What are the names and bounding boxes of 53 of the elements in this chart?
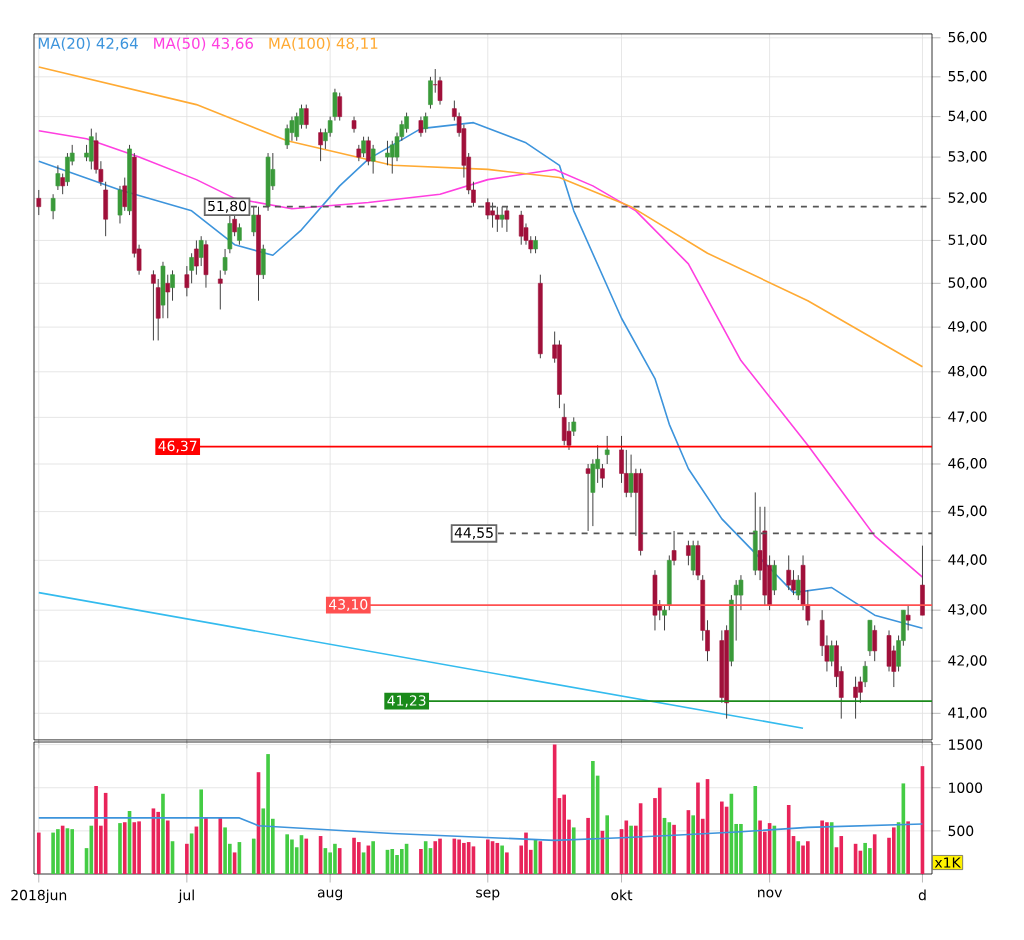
candlestick — [604, 435, 610, 465]
candlestick — [853, 676, 858, 720]
candlestick — [920, 545, 925, 616]
candlestick — [385, 140, 390, 166]
candlestick — [518, 210, 524, 246]
candlestick — [690, 540, 696, 576]
candlestick — [55, 164, 61, 191]
candlestick — [151, 269, 156, 341]
candlestick — [289, 116, 295, 142]
candlestick — [786, 554, 792, 591]
candlestick — [237, 222, 242, 246]
candlestick — [203, 239, 209, 289]
candlestick — [561, 403, 567, 446]
candlestick — [872, 624, 877, 662]
candlestick — [251, 206, 257, 237]
candlestick — [495, 206, 500, 233]
candlestick — [318, 128, 323, 162]
candlestick — [194, 239, 199, 276]
candlestick — [50, 193, 56, 220]
candlestick — [337, 92, 343, 122]
candlestick — [370, 144, 376, 175]
candlestick — [490, 202, 495, 229]
candlestick — [437, 76, 443, 106]
candlestick — [303, 104, 309, 130]
candlestick — [89, 128, 94, 170]
line-series — [37, 817, 924, 842]
candlestick — [366, 136, 371, 166]
candlestick — [829, 640, 834, 667]
candlestick — [652, 569, 658, 631]
candlestick — [117, 185, 123, 224]
candlestick — [585, 463, 591, 532]
candlestick — [504, 206, 510, 233]
candlestick — [867, 619, 873, 657]
candlestick — [772, 559, 777, 596]
candlestick — [65, 152, 70, 187]
candlestick — [662, 604, 667, 631]
candlestick — [284, 124, 290, 150]
candlestick — [905, 604, 911, 631]
candlestick — [752, 491, 758, 576]
candlestick — [418, 116, 424, 138]
candlestick — [485, 197, 491, 220]
candlestick — [36, 189, 42, 216]
candlestick — [389, 140, 395, 175]
candlestick — [499, 206, 505, 229]
candlestick — [361, 136, 366, 158]
candlestick — [686, 540, 691, 566]
candlestick — [294, 112, 300, 142]
candlestick — [260, 244, 266, 280]
candlestick — [795, 574, 801, 601]
candlestick — [423, 112, 428, 134]
line-series — [37, 66, 924, 368]
candlestick — [404, 112, 409, 134]
candlestick — [428, 76, 433, 110]
